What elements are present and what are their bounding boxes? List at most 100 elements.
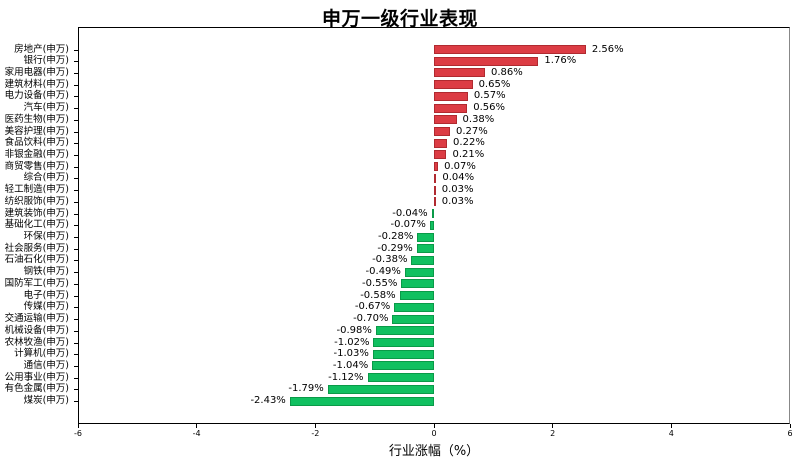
value-label: 0.65% bbox=[478, 78, 511, 90]
y-tick bbox=[74, 272, 78, 273]
category-label: 建筑装饰(申万) bbox=[4, 207, 69, 219]
category-label: 石油石化(申万) bbox=[4, 254, 69, 266]
bar bbox=[416, 244, 434, 254]
value-label: 0.21% bbox=[452, 148, 485, 160]
bar bbox=[417, 232, 434, 242]
category-label: 传媒(申万) bbox=[23, 301, 69, 313]
bar bbox=[434, 45, 586, 54]
y-tick bbox=[74, 96, 78, 97]
category-label: 医药生物(申万) bbox=[4, 113, 69, 125]
category-label: 通信(申万) bbox=[23, 359, 69, 371]
category-label: 社会服务(申万) bbox=[4, 242, 69, 254]
bar bbox=[373, 338, 434, 347]
category-label: 电子(申万) bbox=[23, 289, 69, 301]
value-label: 1.76% bbox=[544, 55, 577, 67]
bar bbox=[434, 150, 447, 160]
category-label: 建筑材料(申万) bbox=[4, 78, 69, 90]
plot-area bbox=[78, 27, 790, 424]
x-tick bbox=[552, 424, 554, 428]
category-label: 食品饮料(申万) bbox=[4, 137, 69, 149]
value-label: 0.38% bbox=[462, 113, 495, 125]
value-label: -1.79% bbox=[288, 383, 324, 395]
y-tick bbox=[74, 214, 78, 215]
bar bbox=[434, 138, 448, 148]
x-tick-label: 0 bbox=[431, 429, 437, 438]
value-label: -0.29% bbox=[377, 242, 413, 254]
y-tick bbox=[74, 331, 78, 332]
x-tick bbox=[670, 424, 672, 428]
value-label: 0.03% bbox=[441, 195, 474, 207]
y-tick bbox=[74, 249, 78, 250]
value-label: -1.12% bbox=[328, 371, 364, 383]
y-tick bbox=[74, 237, 78, 238]
value-label: -0.38% bbox=[372, 254, 408, 266]
category-label: 公用事业(申万) bbox=[4, 371, 69, 383]
category-label: 纺织服饰(申万) bbox=[4, 195, 69, 207]
chart-title: 申万一级行业表现 bbox=[321, 8, 478, 30]
bar bbox=[434, 162, 439, 172]
bar bbox=[372, 349, 434, 359]
value-label: 0.22% bbox=[453, 137, 485, 149]
bar bbox=[375, 326, 434, 336]
y-tick bbox=[74, 202, 78, 203]
value-label: -1.02% bbox=[334, 336, 370, 348]
y-tick bbox=[74, 284, 78, 285]
value-label: -0.58% bbox=[360, 289, 396, 301]
x-tick-label: -2 bbox=[311, 429, 320, 438]
bar bbox=[429, 220, 434, 230]
bar bbox=[327, 384, 434, 394]
x-tick bbox=[433, 424, 435, 428]
value-label: -0.67% bbox=[354, 301, 391, 313]
y-tick bbox=[74, 167, 78, 168]
category-label: 基础化工(申万) bbox=[4, 219, 69, 231]
value-label: -1.04% bbox=[332, 359, 369, 371]
y-tick bbox=[74, 190, 78, 191]
bar bbox=[367, 373, 434, 383]
category-label: 汽车(申万) bbox=[23, 102, 69, 114]
x-tick-label: -4 bbox=[192, 429, 201, 438]
bar bbox=[434, 68, 486, 78]
y-tick bbox=[74, 108, 78, 109]
y-tick bbox=[74, 343, 78, 344]
value-label: 0.07% bbox=[444, 160, 476, 172]
x-tick bbox=[196, 424, 198, 428]
y-tick bbox=[74, 85, 78, 86]
bar bbox=[431, 209, 434, 219]
bar bbox=[434, 127, 451, 137]
bar bbox=[434, 185, 436, 195]
x-tick-label: -6 bbox=[74, 429, 82, 438]
value-label: -0.55% bbox=[361, 277, 398, 289]
bar bbox=[404, 267, 434, 277]
bar bbox=[434, 103, 468, 113]
category-label: 交通运输(申万) bbox=[4, 313, 69, 325]
bar bbox=[411, 255, 434, 265]
y-tick bbox=[74, 366, 78, 367]
y-tick bbox=[74, 61, 78, 62]
bar bbox=[289, 396, 434, 406]
y-tick bbox=[74, 132, 78, 133]
bar bbox=[392, 314, 434, 324]
y-tick bbox=[74, 143, 78, 144]
bar bbox=[434, 197, 436, 207]
category-label: 有色金属(申万) bbox=[4, 383, 69, 395]
category-label: 电力设备(申万) bbox=[4, 90, 69, 102]
bar bbox=[372, 361, 434, 371]
value-label: -0.70% bbox=[353, 313, 389, 325]
category-label: 钢铁(申万) bbox=[23, 266, 69, 278]
bar bbox=[434, 173, 437, 183]
y-tick bbox=[74, 319, 78, 320]
value-label: 0.57% bbox=[473, 90, 506, 102]
bar bbox=[434, 91, 468, 101]
bar bbox=[434, 56, 539, 66]
category-label: 轻工制造(申万) bbox=[4, 184, 69, 196]
value-label: -0.04% bbox=[392, 207, 428, 219]
category-label: 美容护理(申万) bbox=[4, 125, 69, 137]
category-label: 商贸零售(申万) bbox=[4, 160, 69, 172]
y-tick bbox=[74, 354, 78, 355]
category-label: 国防军工(申万) bbox=[4, 277, 69, 289]
bar bbox=[434, 80, 473, 90]
bar bbox=[401, 279, 434, 289]
value-label: -2.43% bbox=[250, 395, 286, 407]
y-tick bbox=[74, 401, 78, 402]
category-label: 机械设备(申万) bbox=[4, 324, 69, 336]
